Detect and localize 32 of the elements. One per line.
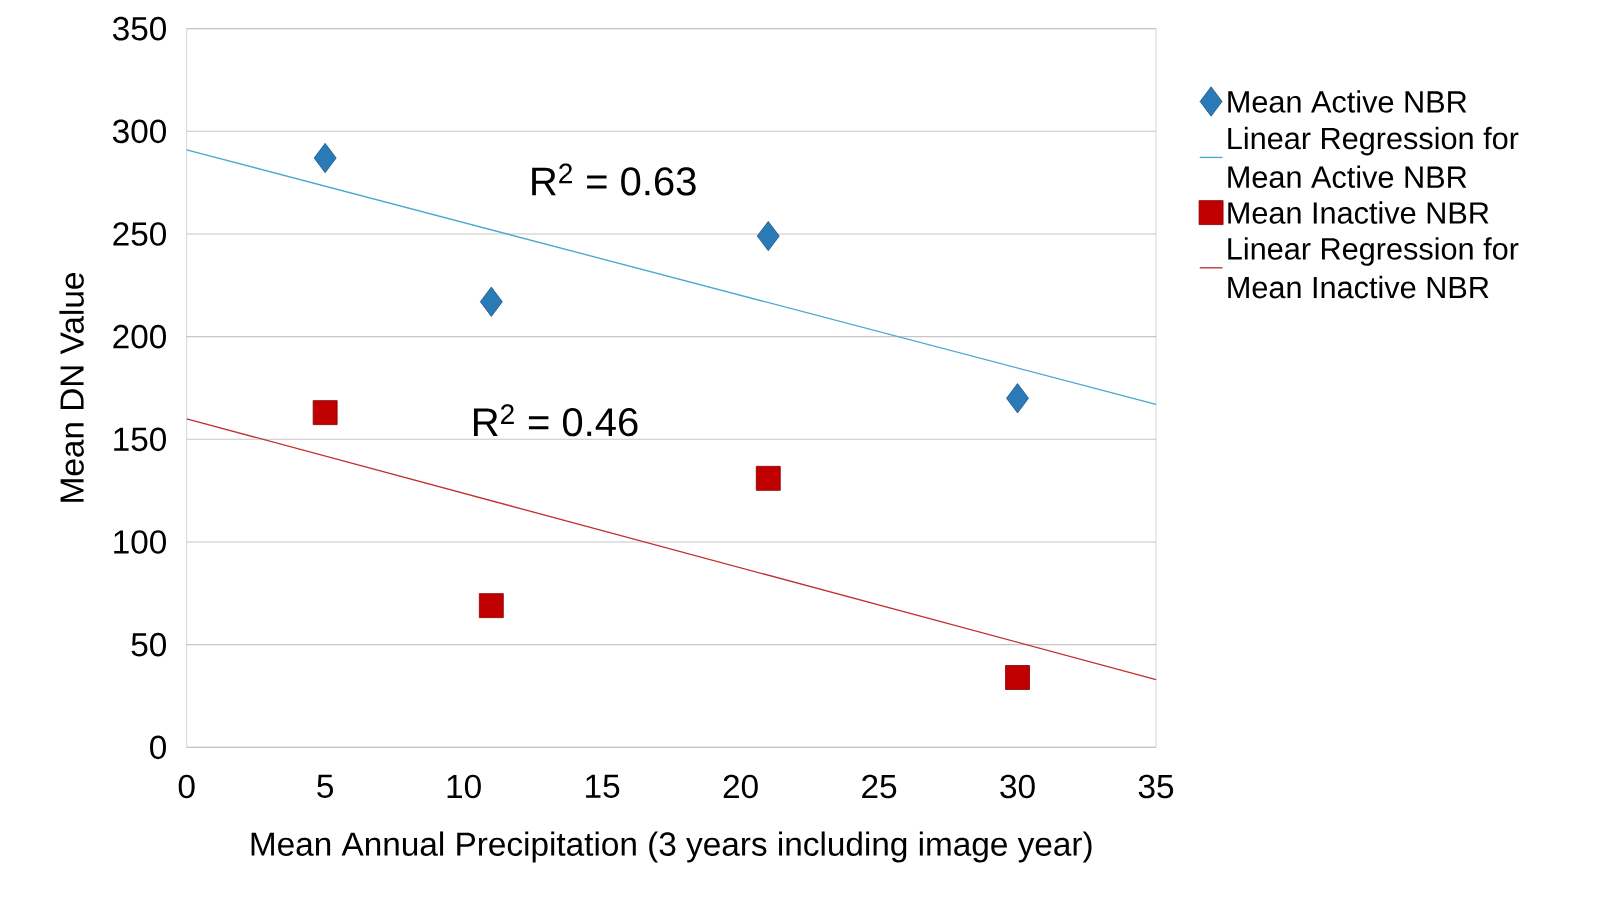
x-axis-title: Mean Annual Precipitation (3 years including image year) [251,831,1092,863]
x-tick-label: 20 [723,774,758,799]
point [479,286,503,317]
point [755,465,781,491]
point [1005,665,1030,690]
x-tick-label: 30 [1000,774,1035,799]
y-tick-label: 150 [114,427,166,452]
annotation: R$^{2}$ = 0.46 [474,404,638,437]
legend-label: Linear Regression for Mean Active NBR [1228,126,1519,189]
point [313,142,337,174]
legend-label: Mean Inactive NBR [1228,201,1489,224]
point [1006,383,1029,414]
y-tick-label: 50 [131,632,166,657]
x-tick-label: 35 [1138,774,1174,799]
y-tick-label: 0 [150,735,166,760]
y-tick-label: 250 [113,222,166,246]
y-tick-label: 200 [113,324,166,349]
y-tick-label: 350 [112,16,166,41]
point [756,220,780,252]
x-tick-label: 15 [586,774,620,798]
x-tick-label: 10 [447,774,481,799]
point [312,400,338,426]
y-axis-title: Mean DN Value [59,273,84,502]
legend-label: Linear Regression for Mean Inactive NBR [1228,237,1519,299]
legend-label: Mean Active NBR [1228,90,1467,113]
annotation: R$^{2}$ = 0.63 [532,163,696,196]
y-tick-label: 300 [112,119,166,144]
x-tick-label: 25 [862,774,897,799]
x-tick-label: 0 [178,774,195,799]
point [478,593,504,619]
y-tick-label: 100 [114,530,166,554]
x-tick-label: 5 [317,774,334,798]
